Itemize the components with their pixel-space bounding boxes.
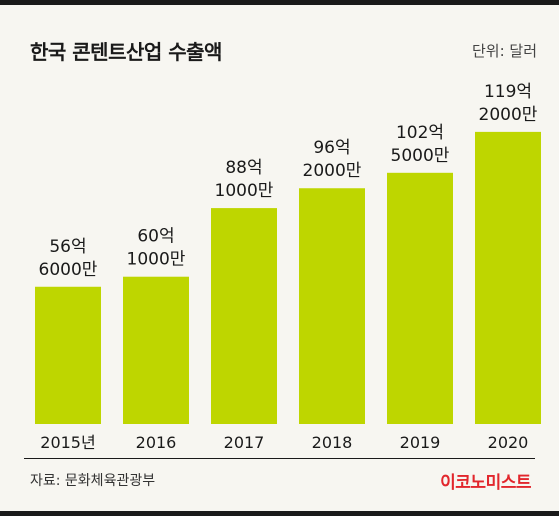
- footer-divider: [24, 458, 535, 459]
- bar-4: [387, 172, 453, 424]
- data-label-5-1: 2000만: [479, 105, 538, 125]
- data-label-0-0: 56억: [49, 237, 86, 257]
- bar-2: [211, 208, 277, 424]
- data-label-5-0: 119억: [484, 82, 532, 102]
- chart-title: 한국 콘텐트산업 수출액: [30, 40, 222, 64]
- data-label-1-0: 60억: [137, 227, 174, 247]
- x-tick-label-1: 2016: [136, 433, 177, 452]
- data-label-3-1: 2000만: [303, 161, 362, 181]
- x-tick-label-5: 2020: [488, 433, 529, 452]
- data-label-4-0: 102억: [396, 123, 444, 143]
- brand-logo: 이코노미스트: [440, 473, 531, 493]
- source-note: 자료: 문화체육관광부: [30, 473, 156, 489]
- bar-3: [299, 188, 365, 424]
- x-tick-label-3: 2018: [312, 433, 353, 452]
- data-label-4-1: 5000만: [391, 146, 450, 166]
- data-label-1-1: 1000만: [127, 250, 186, 270]
- data-label-0-1: 6000만: [39, 260, 98, 280]
- bar-0: [35, 286, 101, 424]
- x-tick-label-2: 2017: [224, 433, 265, 452]
- data-label-2-1: 1000만: [215, 181, 274, 201]
- data-label-2-0: 88억: [225, 158, 262, 178]
- x-tick-label-0: 2015년: [40, 433, 95, 452]
- top-border: [0, 0, 559, 5]
- unit-label: 단위: 달러: [471, 42, 537, 60]
- bar-1: [123, 276, 189, 424]
- bar-5: [475, 131, 541, 425]
- bottom-border: [0, 511, 559, 516]
- data-label-3-0: 96억: [313, 138, 350, 158]
- x-tick-label-4: 2019: [400, 433, 441, 452]
